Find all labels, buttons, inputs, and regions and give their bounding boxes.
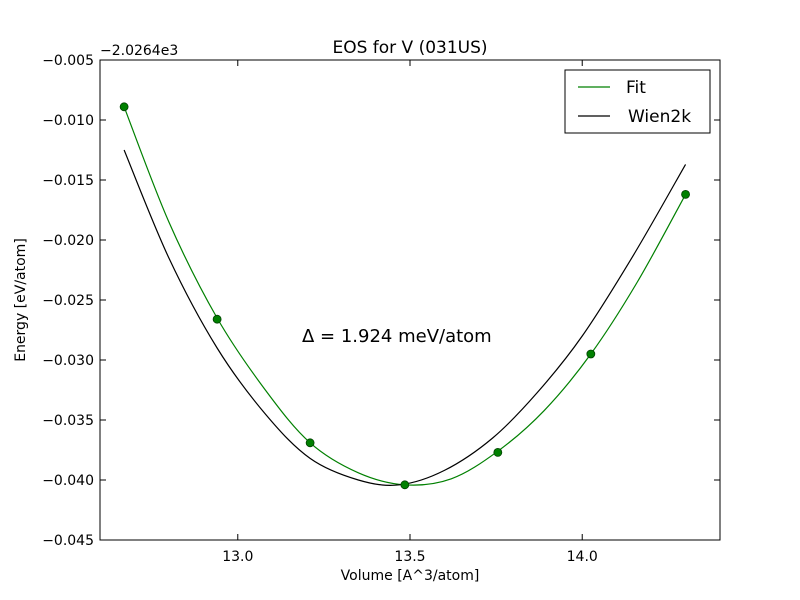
legend-label-fit: Fit: [626, 78, 646, 98]
data-point: [400, 480, 410, 490]
chart-title: EOS for V (031US): [332, 38, 487, 58]
x-axis-label: Volume [A^3/atom]: [341, 568, 480, 584]
x-tick-label: 13.0: [222, 549, 253, 565]
y-tick-label: −0.035: [42, 413, 94, 429]
y-tick-label: −0.020: [42, 233, 94, 249]
y-tick-label: −0.015: [42, 173, 94, 189]
y-offset-label: −2.0264e3: [100, 43, 178, 59]
y-tick-label: −0.010: [42, 113, 94, 129]
data-point: [586, 349, 596, 359]
data-point: [119, 102, 129, 112]
legend: Fit Wien2k: [564, 69, 711, 134]
marker-layer: [119, 102, 690, 490]
x-tick-label: 13.5: [394, 549, 425, 565]
legend-label-wien2k: Wien2k: [628, 107, 691, 127]
data-point: [493, 447, 503, 457]
plot-frame: [99, 59, 721, 541]
y-tick-label: −0.030: [42, 353, 94, 369]
tick-layer: 13.0 13.5 14.0 −0.045 −0.040 −0.035 −0.030 −0.0…: [42, 53, 720, 565]
series-line-wien2k: [123, 149, 687, 486]
series-layer: [123, 106, 687, 486]
data-point: [212, 314, 222, 324]
data-point: [681, 189, 690, 199]
y-tick-label: −0.025: [42, 293, 94, 309]
data-point: [305, 438, 315, 448]
y-axis-label: Energy [eV/atom]: [13, 238, 29, 362]
y-tick-label: −0.045: [42, 533, 94, 549]
y-tick-label: −0.040: [42, 473, 94, 489]
y-tick-label: −0.005: [42, 53, 94, 69]
delta-annotation: Δ = 1.924 meV/atom: [302, 326, 492, 347]
x-tick-label: 14.0: [567, 549, 598, 565]
legend-box: [564, 69, 711, 134]
